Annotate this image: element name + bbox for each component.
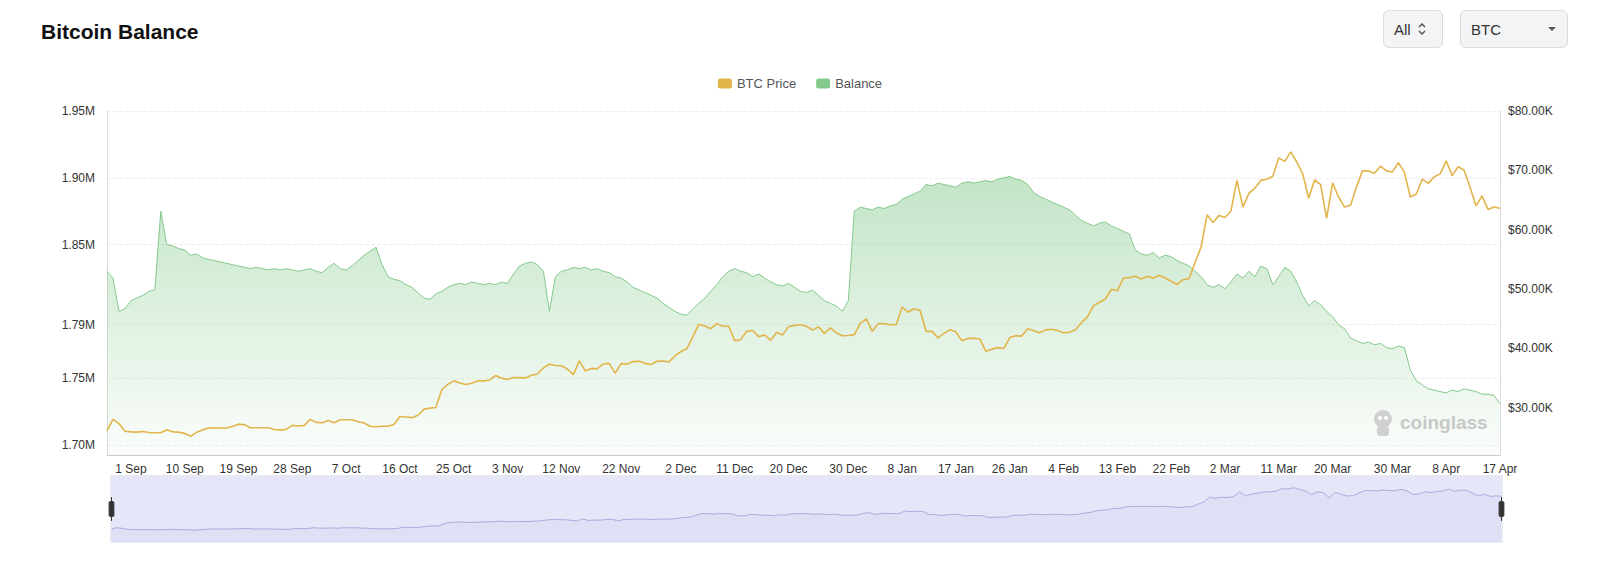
svg-text:$60.00K: $60.00K (1508, 223, 1553, 237)
svg-text:$30.00K: $30.00K (1508, 401, 1553, 415)
svg-text:1.95M: 1.95M (62, 104, 95, 118)
svg-text:$80.00K: $80.00K (1508, 104, 1553, 118)
svg-text:BTC Price: BTC Price (737, 76, 796, 91)
svg-text:1.70M: 1.70M (62, 438, 95, 452)
html-text:coinglass: coinglass (1400, 412, 1488, 433)
svg-text:28 Sep: 28 Sep (273, 462, 311, 476)
svg-text:1 Sep: 1 Sep (115, 462, 147, 476)
svg-text:$40.00K: $40.00K (1508, 341, 1553, 355)
svg-text:2 Dec: 2 Dec (665, 462, 696, 476)
svg-text:19 Sep: 19 Sep (220, 462, 258, 476)
svg-text:30 Mar: 30 Mar (1374, 462, 1411, 476)
svg-text:17 Jan: 17 Jan (938, 462, 974, 476)
svg-text:8 Apr: 8 Apr (1432, 462, 1460, 476)
svg-text:2 Mar: 2 Mar (1210, 462, 1241, 476)
svg-text:10 Sep: 10 Sep (166, 462, 204, 476)
svg-text:26 Jan: 26 Jan (992, 462, 1028, 476)
html-text:BTC: BTC (1471, 20, 1501, 38)
svg-text:20 Dec: 20 Dec (770, 462, 808, 476)
svg-text:$50.00K: $50.00K (1508, 282, 1553, 296)
svg-text:30 Dec: 30 Dec (829, 462, 867, 476)
svg-text:17 Apr: 17 Apr (1483, 462, 1518, 476)
svg-text:3 Nov: 3 Nov (492, 462, 523, 476)
svg-text:1.75M: 1.75M (62, 371, 95, 385)
svg-text:7 Oct: 7 Oct (332, 462, 361, 476)
svg-text:22 Nov: 22 Nov (602, 462, 640, 476)
svg-text:1.79M: 1.79M (62, 318, 95, 332)
svg-text:13 Feb: 13 Feb (1099, 462, 1137, 476)
svg-text:12 Nov: 12 Nov (542, 462, 580, 476)
svg-text:4 Feb: 4 Feb (1048, 462, 1079, 476)
svg-text:22 Feb: 22 Feb (1153, 462, 1191, 476)
html-text:All: All (1394, 20, 1411, 38)
svg-text:$70.00K: $70.00K (1508, 163, 1553, 177)
svg-text:8 Jan: 8 Jan (887, 462, 916, 476)
svg-text:16 Oct: 16 Oct (382, 462, 418, 476)
svg-text:1.85M: 1.85M (62, 238, 95, 252)
svg-text:25 Oct: 25 Oct (436, 462, 472, 476)
svg-text:1.90M: 1.90M (62, 171, 95, 185)
svg-text:Balance: Balance (835, 76, 882, 91)
svg-text:11 Dec: 11 Dec (716, 462, 753, 476)
svg-text:11 Mar: 11 Mar (1261, 462, 1297, 476)
svg-text:20 Mar: 20 Mar (1314, 462, 1351, 476)
svg-text:Bitcoin Balance: Bitcoin Balance (41, 20, 199, 43)
